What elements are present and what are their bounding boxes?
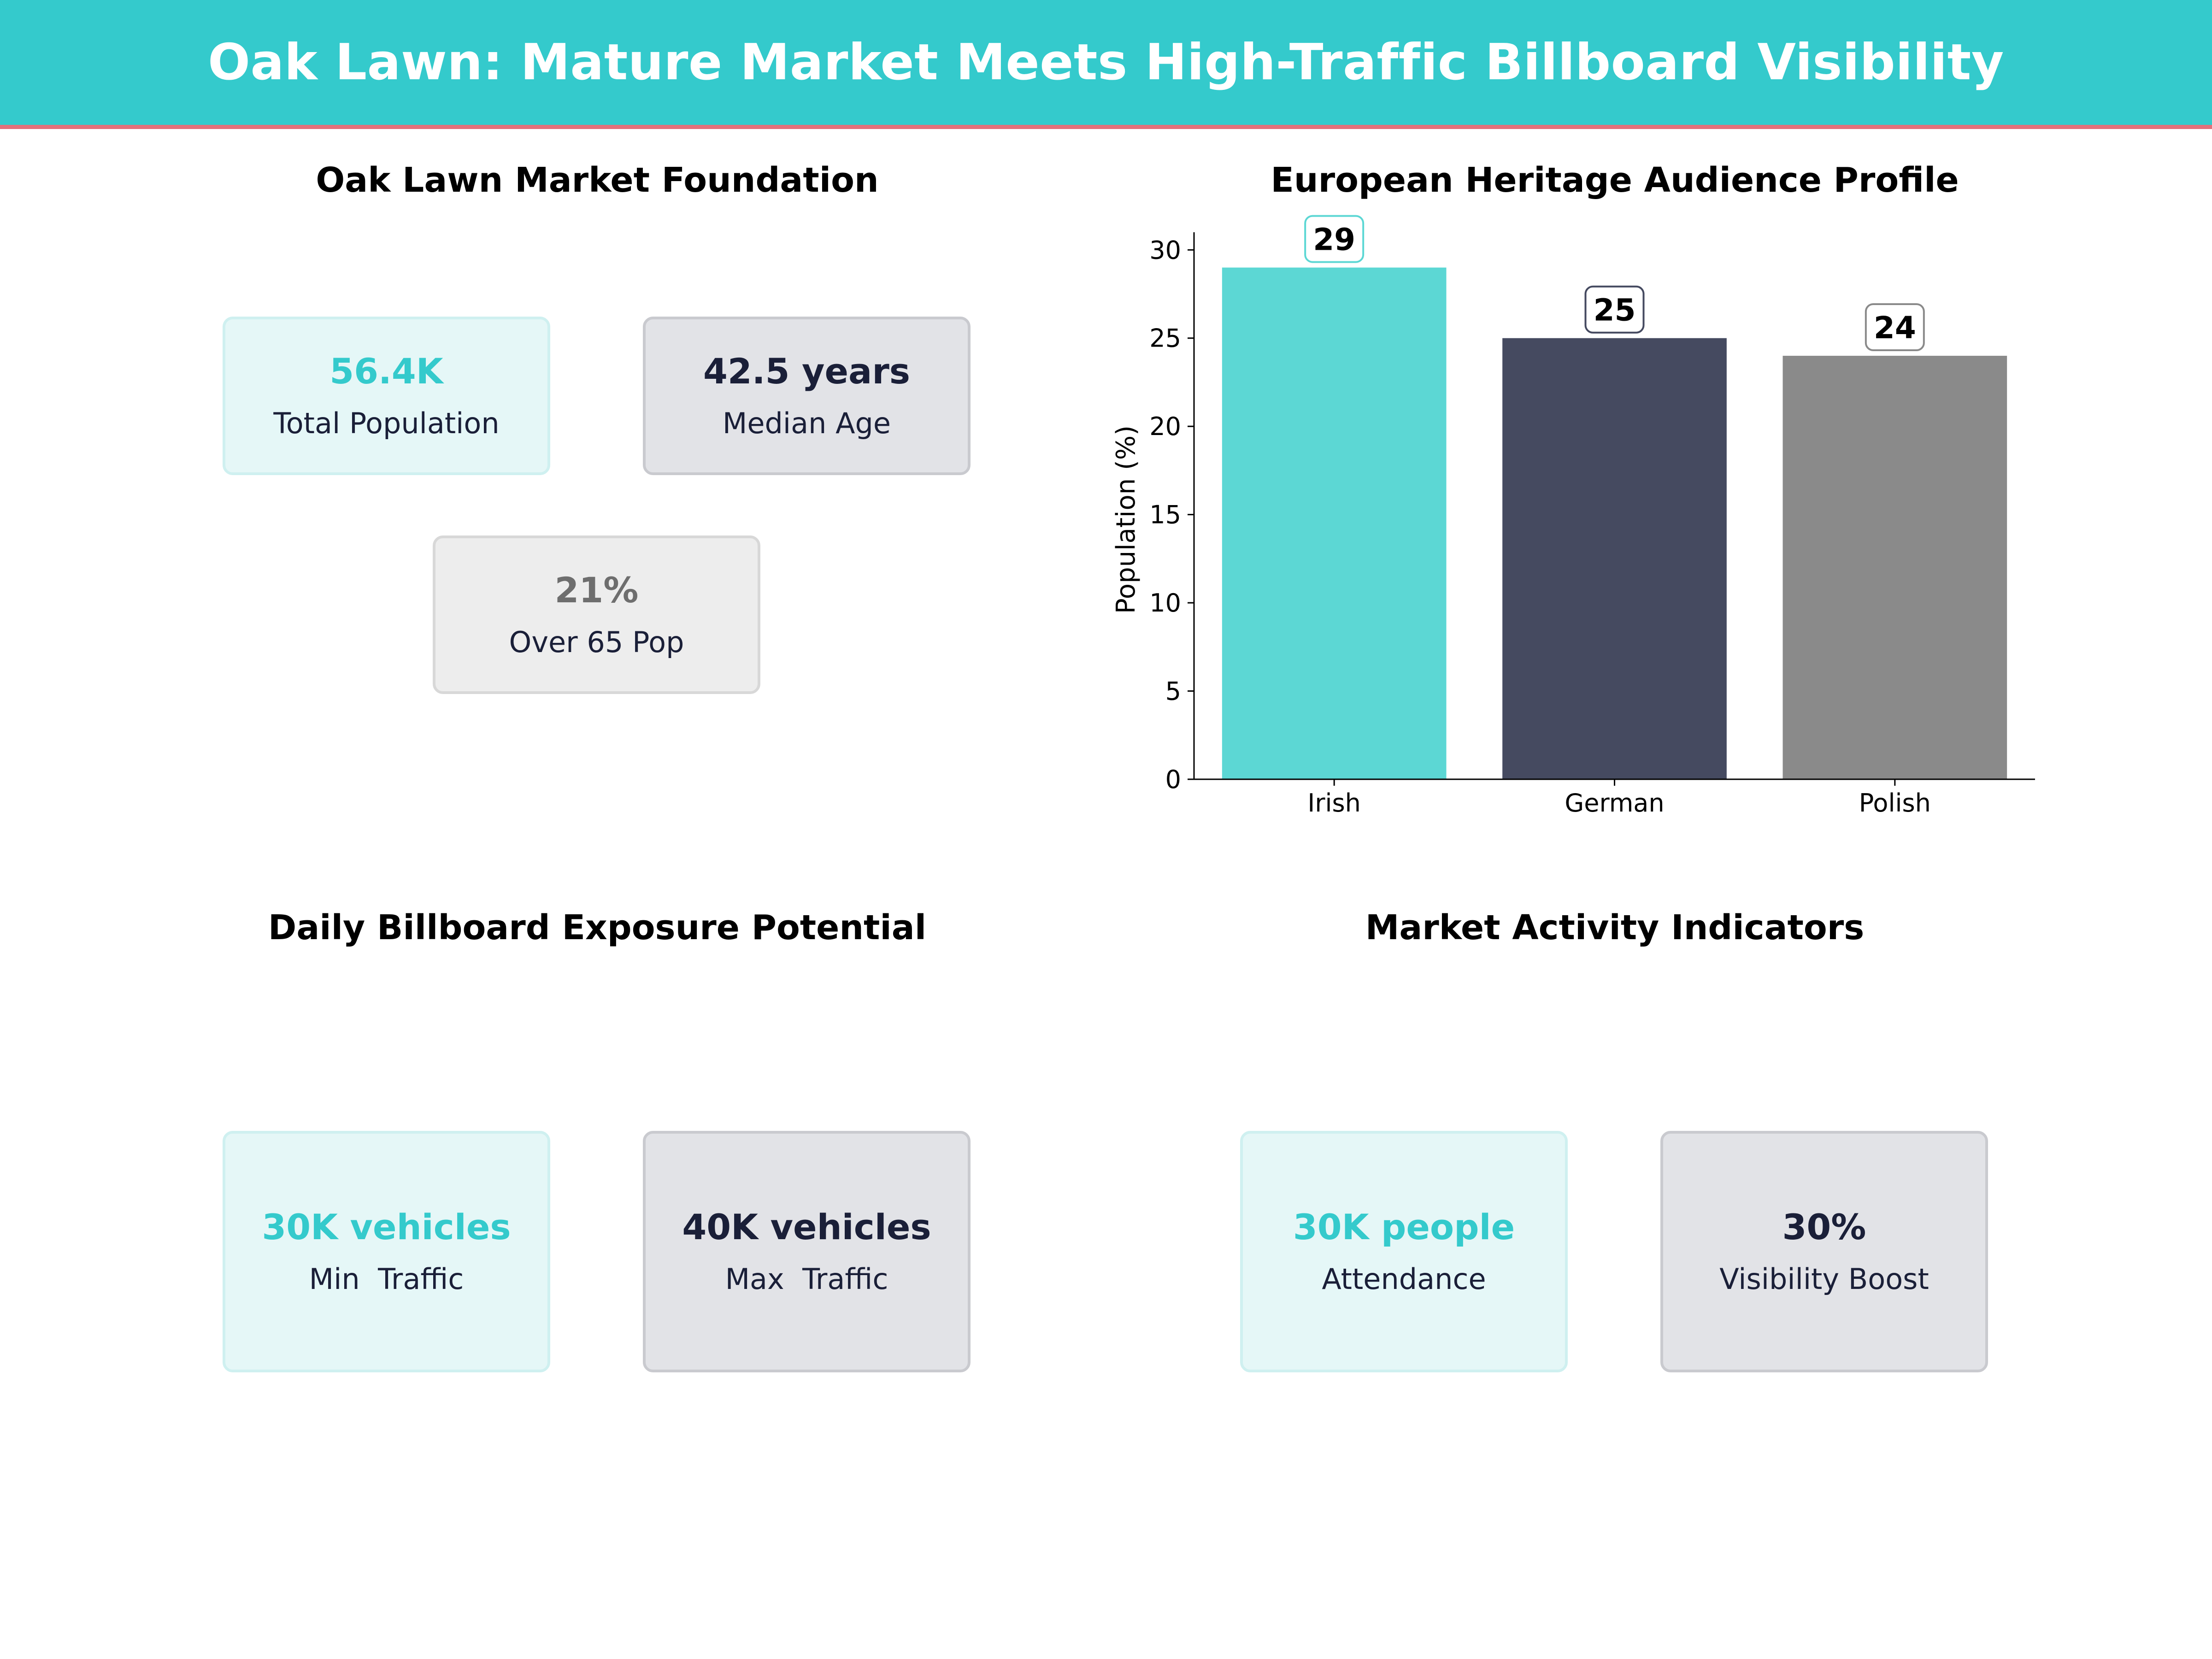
x-tick-label-german: German <box>1565 788 1664 818</box>
visibility-boost-card: 30% Visibility Boost <box>1660 1131 1988 1372</box>
total-population-value: 56.4K <box>329 351 443 392</box>
max-traffic-value: 40K vehicles <box>682 1206 931 1247</box>
y-tick-label-0: 0 <box>1165 765 1181 794</box>
value-label-box-irish <box>1304 215 1365 263</box>
bar-irish <box>1222 267 1447 780</box>
header-banner: Oak Lawn: Mature Market Meets High-Traff… <box>0 0 2212 129</box>
y-tick-label-30: 30 <box>1149 235 1181 265</box>
market-foundation-title: Oak Lawn Market Foundation <box>316 160 879 200</box>
value-label-irish: 29 <box>1313 222 1355 258</box>
total-population-card: 56.4K Total Population <box>223 317 550 475</box>
y-tick-label-15: 15 <box>1149 500 1181 529</box>
y-tick-label-10: 10 <box>1149 588 1181 618</box>
y-tick-label-20: 20 <box>1149 412 1181 441</box>
visibility-boost-value: 30% <box>1782 1206 1866 1247</box>
median-age-label: Median Age <box>722 406 891 440</box>
over-65-card: 21% Over 65 Pop <box>433 535 760 694</box>
value-label-box-german <box>1584 285 1645 334</box>
y-tick-label-25: 25 <box>1149 324 1181 353</box>
max-traffic-card: 40K vehicles Max Traffic <box>643 1131 971 1372</box>
attendance-label: Attendance <box>1322 1262 1486 1296</box>
value-label-german: 25 <box>1594 293 1636 328</box>
x-tick-label-irish: Irish <box>1307 788 1361 818</box>
attendance-value: 30K people <box>1293 1206 1515 1247</box>
over-65-label: Over 65 Pop <box>509 625 684 659</box>
y-axis-label: Population (%) <box>1111 425 1141 614</box>
min-traffic-value: 30K vehicles <box>262 1206 511 1247</box>
x-tick-label-polish: Polish <box>1859 788 1931 818</box>
total-population-label: Total Population <box>273 406 500 440</box>
market-activity-title: Market Activity Indicators <box>1365 908 1865 947</box>
bar-german <box>1502 338 1727 779</box>
median-age-value: 42.5 years <box>703 351 911 392</box>
value-label-box-polish <box>1865 303 1925 352</box>
billboard-exposure-title: Daily Billboard Exposure Potential <box>268 908 927 947</box>
over-65-value: 21% <box>554 570 639 611</box>
page-title: Oak Lawn: Mature Market Meets High-Traff… <box>208 34 2004 91</box>
min-traffic-card: 30K vehicles Min Traffic <box>223 1131 550 1372</box>
min-traffic-label: Min Traffic <box>309 1262 464 1296</box>
median-age-card: 42.5 years Median Age <box>643 317 971 475</box>
attendance-card: 30K people Attendance <box>1240 1131 1568 1372</box>
max-traffic-label: Max Traffic <box>725 1262 888 1296</box>
value-label-polish: 24 <box>1874 310 1916 346</box>
heritage-chart-title: European Heritage Audience Profile <box>1271 160 1959 200</box>
bar-polish <box>1783 356 2007 779</box>
y-tick-label-5: 5 <box>1165 677 1181 706</box>
visibility-boost-label: Visibility Boost <box>1719 1262 1929 1296</box>
